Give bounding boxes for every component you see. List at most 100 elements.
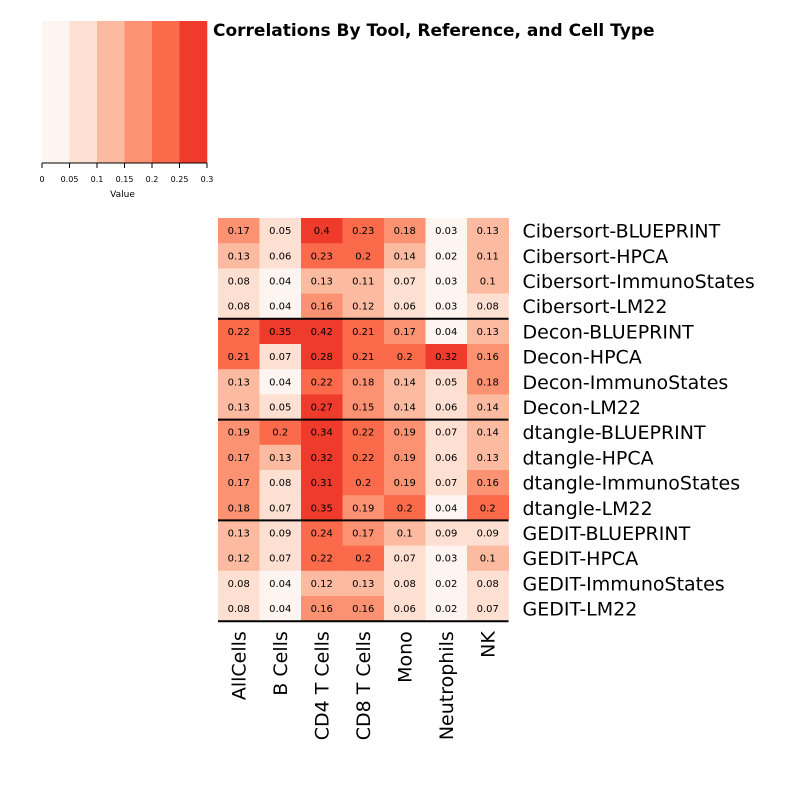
heatmap-cell (384, 520, 426, 547)
cell-value-label: 0.1 (480, 554, 496, 565)
heatmap-cell (342, 243, 385, 269)
cell-value-label: 0.14 (477, 403, 499, 414)
cell-value-label: 0.07 (269, 554, 291, 565)
color-key-tick-label: 0.15 (116, 175, 134, 184)
heatmap-cell (259, 419, 302, 446)
heatmap-cell (259, 470, 302, 496)
color-key-title: Value (110, 190, 135, 200)
heatmap-cell (425, 243, 468, 269)
heatmap-cell (342, 394, 385, 421)
heatmap-cell (467, 293, 509, 320)
heatmap-cell (384, 344, 426, 370)
row-label: Cibersort-HPCA (523, 246, 669, 268)
cell-value-label: 0.13 (228, 251, 250, 262)
heatmap-cell (301, 570, 343, 597)
cell-value-label: 0.24 (311, 529, 333, 540)
cell-value-label: 0.08 (228, 579, 250, 590)
heatmap-cell (218, 570, 260, 597)
cell-value-label: 0.08 (394, 579, 416, 590)
heatmap-cell (301, 444, 343, 471)
heatmap-cell (425, 419, 468, 446)
cell-value-label: 0.34 (311, 428, 333, 439)
heatmap-cell (467, 596, 509, 622)
cell-value-label: 0.12 (228, 554, 250, 565)
cell-value-label: 0.1 (480, 277, 496, 288)
row-label: Decon-BLUEPRINT (523, 321, 695, 343)
heatmap-cell (301, 520, 343, 547)
heatmap-cell (301, 293, 343, 320)
column-label: CD8 T Cells (353, 631, 375, 740)
heatmap-cell (342, 495, 385, 521)
heatmap-cell (218, 470, 260, 496)
cell-value-label: 0.15 (352, 403, 374, 414)
cell-value-label: 0.14 (394, 251, 416, 262)
cell-value-label: 0.16 (352, 604, 374, 615)
heatmap-cell (218, 369, 260, 395)
cell-value-label: 0.19 (228, 428, 250, 439)
heatmap-cell (384, 444, 426, 471)
color-key-band (179, 21, 208, 163)
cell-value-label: 0.14 (394, 377, 416, 388)
heatmap-cell (384, 293, 426, 320)
cell-value-label: 0.05 (269, 226, 291, 237)
cell-value-label: 0.17 (228, 226, 250, 237)
cell-value-label: 0.04 (269, 302, 291, 313)
heatmap-cell (259, 495, 302, 521)
heatmap-cell (425, 344, 468, 370)
cell-value-label: 0.02 (435, 579, 457, 590)
cell-value-label: 0.07 (435, 428, 457, 439)
heatmap-cell (425, 470, 468, 496)
cell-value-label: 0.16 (477, 478, 499, 489)
cell-value-label: 0.13 (311, 277, 333, 288)
heatmap-cell (467, 419, 509, 446)
cell-value-label: 0.17 (228, 453, 250, 464)
heatmap-cell (425, 596, 468, 622)
cell-value-label: 0.32 (311, 453, 333, 464)
row-label: GEDIT-LM22 (523, 599, 638, 621)
heatmap-cell (467, 545, 509, 572)
cell-value-label: 0.11 (477, 251, 499, 262)
heatmap-cell (467, 470, 509, 496)
heatmap-cell (384, 419, 426, 446)
heatmap-cell (467, 268, 509, 295)
cell-value-label: 0.06 (435, 403, 457, 414)
cell-value-label: 0.03 (435, 554, 457, 565)
heatmap-cell (218, 318, 260, 345)
cell-value-label: 0.19 (394, 453, 416, 464)
cell-value-label: 0.08 (228, 277, 250, 288)
cell-value-label: 0.04 (435, 327, 457, 338)
heatmap-cell (301, 243, 343, 269)
row-label: Decon-LM22 (523, 397, 641, 419)
color-key-tick-label: 0.05 (61, 175, 79, 184)
cell-value-label: 0.13 (352, 579, 374, 590)
cell-value-label: 0.13 (228, 377, 250, 388)
heatmap-cell (467, 570, 509, 597)
color-key-tick-label: 0.25 (171, 175, 189, 184)
heatmap-cell (218, 545, 260, 572)
row-label: GEDIT-BLUEPRINT (523, 523, 691, 545)
heatmap-cell (218, 394, 260, 421)
heatmap-cell (467, 520, 509, 547)
heatmap-cell (384, 596, 426, 622)
heatmap-cell (425, 369, 468, 395)
row-labels: Cibersort-BLUEPRINT Cibersort-HPCA Ciberso… (523, 221, 755, 621)
row-label: Decon-HPCA (523, 347, 642, 369)
heatmap-cell (425, 218, 468, 244)
heatmap-cell (218, 419, 260, 446)
cell-value-label: 0.05 (269, 403, 291, 414)
cell-value-label: 0.12 (311, 579, 333, 590)
heatmap-cell (425, 520, 468, 547)
heatmap-cell (259, 520, 302, 547)
heatmap-cell (425, 268, 468, 295)
heatmap-cell (259, 596, 302, 622)
cell-value-label: 0.02 (435, 251, 457, 262)
cell-value-label: 0.18 (352, 377, 374, 388)
heatmap-cell (425, 545, 468, 572)
color-key-tick-label: 0 (39, 175, 44, 184)
heatmap-cells: 0.17 0.05 0.4 0.23 0.18 0.03 0.13 0.13 0.06 0.23 0… (218, 218, 509, 622)
heatmap-cell (342, 520, 385, 547)
cell-value-label: 0.04 (269, 277, 291, 288)
cell-value-label: 0.22 (352, 453, 374, 464)
cell-value-label: 0.07 (477, 604, 499, 615)
color-key-band (152, 21, 180, 163)
